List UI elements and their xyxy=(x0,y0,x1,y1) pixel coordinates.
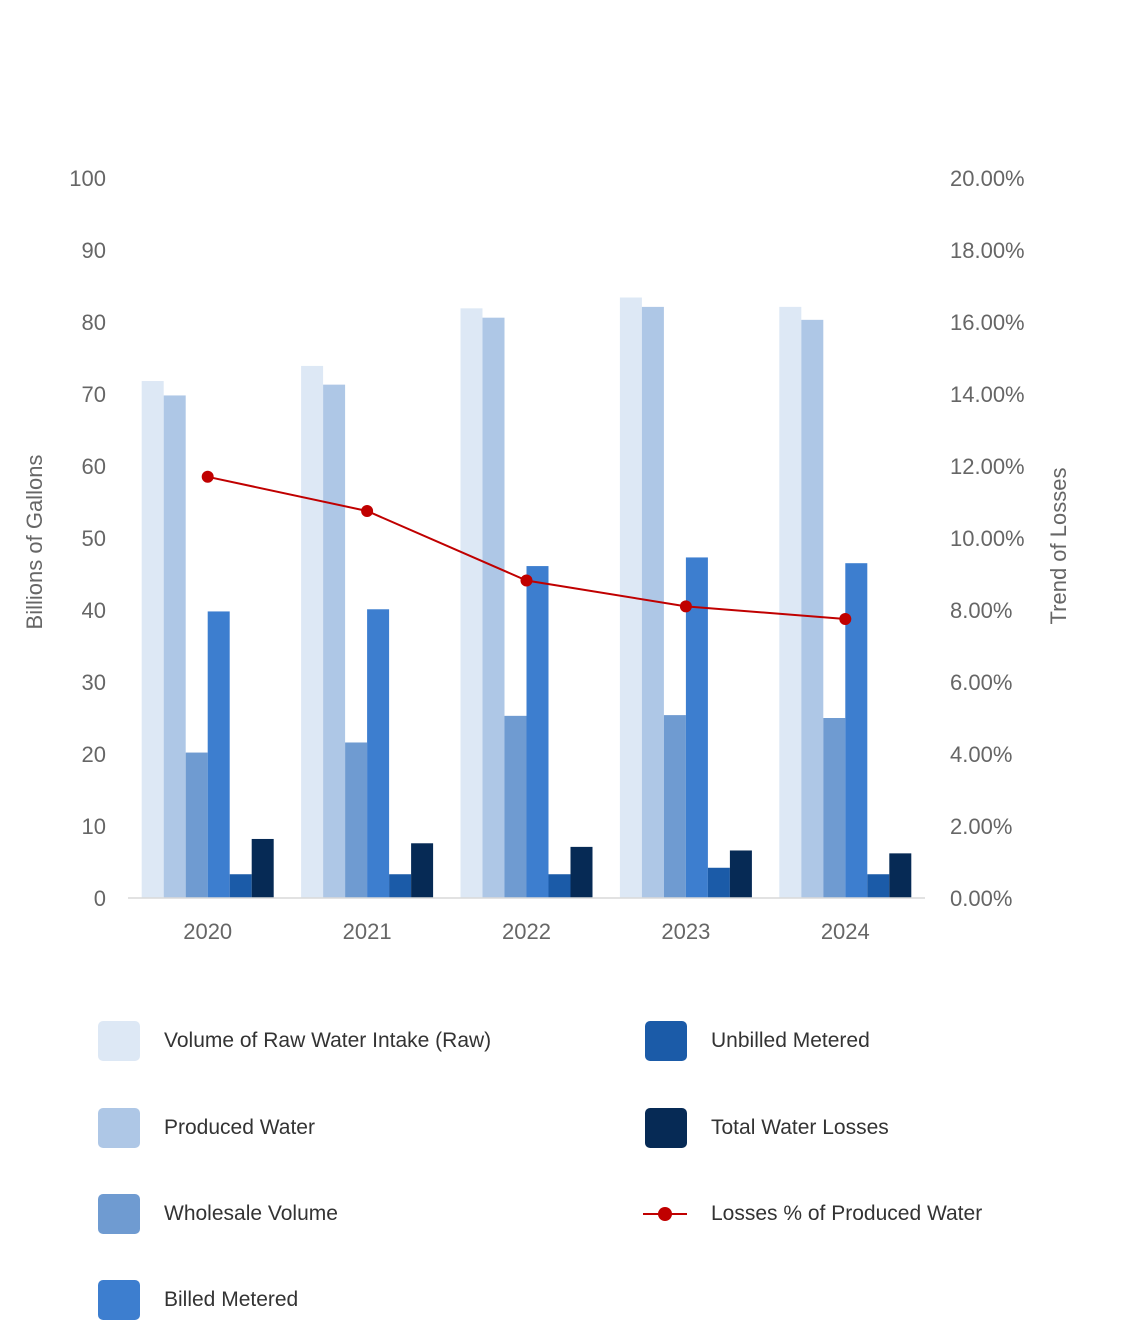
y-tick-label: 0 xyxy=(94,886,106,911)
bar xyxy=(663,715,686,898)
y2-tick-label: 14.00% xyxy=(950,382,1025,407)
x-tick-label: 2020 xyxy=(183,919,232,944)
legend-item-produced-water[interactable]: Produced Water xyxy=(98,1108,315,1148)
bar xyxy=(207,611,230,898)
losses-point xyxy=(361,505,374,517)
y2-tick-label: 20.00% xyxy=(950,166,1025,191)
losses-point xyxy=(679,600,692,613)
y-tick-label: 70 xyxy=(82,382,106,407)
y-tick-label: 40 xyxy=(82,598,106,623)
x-tick-label: 2023 xyxy=(661,919,710,944)
y2-tick-label: 6.00% xyxy=(950,670,1012,695)
y-tick-label: 100 xyxy=(69,166,106,191)
chart: 0 10 20 30 40 50 60 70 80 90 100 0.00% 2.00% 4.00% 6.… xyxy=(22,166,1071,944)
legend-label: Total Water Losses xyxy=(711,1116,889,1139)
bar xyxy=(323,384,346,898)
bar xyxy=(641,306,664,898)
bar xyxy=(729,850,752,898)
bar xyxy=(889,853,912,898)
bar xyxy=(548,874,571,898)
legend-swatch xyxy=(98,1194,140,1234)
legend-item-wholesale-volume[interactable]: Wholesale Volume xyxy=(98,1194,338,1234)
bar xyxy=(823,718,846,898)
x-tick-label: 2022 xyxy=(502,919,551,944)
y-axis-title: Billions of Gallons xyxy=(22,455,47,630)
y-tick-label: 90 xyxy=(82,238,106,263)
bar xyxy=(779,306,802,898)
bar xyxy=(411,843,434,898)
bar xyxy=(367,609,390,898)
losses-point xyxy=(839,613,852,625)
legend-item-losses-percent[interactable]: Losses % of Produced Water xyxy=(643,1194,982,1234)
y2-tick-label: 0.00% xyxy=(950,886,1012,911)
y-tick-label: 60 xyxy=(82,454,106,479)
legend-label: Wholesale Volume xyxy=(164,1202,338,1225)
y-tick-label: 50 xyxy=(82,526,106,551)
legend-label: Produced Water xyxy=(164,1116,315,1139)
legend-swatch xyxy=(98,1280,140,1320)
bar xyxy=(707,867,730,898)
legend-label: Volume of Raw Water Intake (Raw) xyxy=(164,1029,492,1052)
x-tick-label: 2024 xyxy=(821,919,870,944)
losses-point xyxy=(520,574,533,587)
y-tick-label: 80 xyxy=(82,310,106,335)
bar xyxy=(163,395,186,898)
legend-label: Losses % of Produced Water xyxy=(711,1202,983,1225)
losses-line-group xyxy=(201,470,852,625)
legend-swatch xyxy=(645,1108,687,1148)
y-tick-label: 10 xyxy=(82,814,106,839)
bar xyxy=(460,308,483,898)
bar xyxy=(570,846,593,898)
y2-axis-title: Trend of Losses xyxy=(1046,468,1071,625)
legend-item-total-water-losses[interactable]: Total Water Losses xyxy=(645,1108,889,1148)
losses-point xyxy=(201,470,214,483)
y-tick-label: 30 xyxy=(82,670,106,695)
legend-label: Unbilled Metered xyxy=(711,1029,870,1052)
legend-swatch xyxy=(98,1021,140,1061)
bar xyxy=(845,563,868,898)
y2-tick-label: 10.00% xyxy=(950,526,1025,551)
y2-tick-label: 12.00% xyxy=(950,454,1025,479)
bar xyxy=(801,319,824,899)
y-axis-ticks: 0 10 20 30 40 50 60 70 80 90 100 xyxy=(69,166,106,911)
legend-item-raw-water[interactable]: Volume of Raw Water Intake (Raw) xyxy=(98,1021,491,1061)
bar xyxy=(504,715,527,898)
y2-tick-label: 8.00% xyxy=(950,598,1012,623)
legend-line-swatch xyxy=(643,1194,687,1234)
y2-tick-label: 2.00% xyxy=(950,814,1012,839)
legend-label: Billed Metered xyxy=(164,1288,299,1311)
y2-tick-label: 16.00% xyxy=(950,310,1025,335)
bar xyxy=(251,838,274,898)
x-tick-label: 2021 xyxy=(343,919,392,944)
legend-swatch xyxy=(98,1108,140,1148)
bar xyxy=(185,752,208,898)
y2-tick-label: 18.00% xyxy=(950,238,1025,263)
bar xyxy=(389,874,412,898)
y-tick-label: 20 xyxy=(82,742,106,767)
y2-axis-ticks: 0.00% 2.00% 4.00% 6.00% 8.00% 10.00% 12.00% 14.… xyxy=(950,166,1025,911)
y2-tick-label: 4.00% xyxy=(950,742,1012,767)
x-axis-ticks: 2020 2021 2022 2023 2024 xyxy=(183,919,870,944)
legend-swatch xyxy=(645,1021,687,1061)
bar xyxy=(867,874,890,898)
bar xyxy=(482,317,505,898)
legend-item-unbilled-metered[interactable]: Unbilled Metered xyxy=(645,1021,870,1061)
legend-item-billed-metered[interactable]: Billed Metered xyxy=(98,1280,298,1320)
bar xyxy=(685,557,708,898)
bar xyxy=(345,742,368,898)
bar xyxy=(229,874,252,898)
bar xyxy=(141,381,164,898)
bar xyxy=(526,566,549,898)
